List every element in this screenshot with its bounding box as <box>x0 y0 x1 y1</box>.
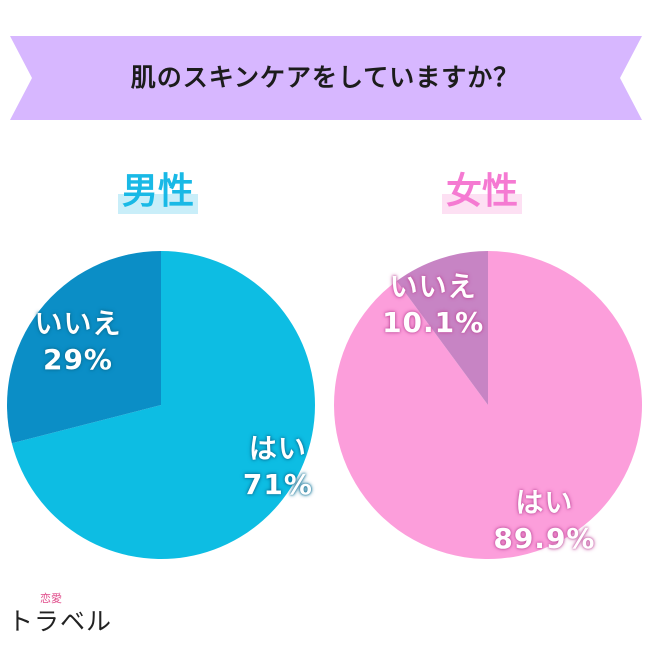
female-no-slice <box>396 251 488 405</box>
logo: トラベル <box>8 607 113 636</box>
male-pie-chart <box>7 251 315 559</box>
male-no-slice <box>7 251 162 444</box>
male-no-label: いいえ 29% <box>3 306 153 378</box>
male-yes-slice <box>11 251 315 559</box>
female-no-category: いいえ <box>389 270 477 304</box>
female-chart-title: 女性 <box>442 170 523 214</box>
female-yes-category: はい <box>515 486 574 520</box>
female-no-percent: 10.1% <box>382 306 485 340</box>
female-yes-label: はい 89.9% <box>469 485 619 557</box>
logo-subtitle: 恋愛 <box>40 592 62 605</box>
male-chart-title: 男性 <box>118 170 199 214</box>
female-pie-chart <box>333 251 642 560</box>
male-yes-percent: 71% <box>242 467 313 501</box>
male-yes-category: はい <box>248 431 307 465</box>
title-banner <box>10 36 642 120</box>
banner-title: 肌のスキンケアをしていますか？ <box>130 63 520 92</box>
male-no-category: いいえ <box>34 307 122 341</box>
male-yes-label: はい 71% <box>203 431 353 503</box>
female-yes-slice <box>333 251 642 560</box>
female-no-label: いいえ 10.1% <box>358 269 508 341</box>
female-yes-percent: 89.9% <box>493 522 596 556</box>
banner-ribbon <box>10 36 642 120</box>
male-no-percent: 29% <box>42 343 113 377</box>
